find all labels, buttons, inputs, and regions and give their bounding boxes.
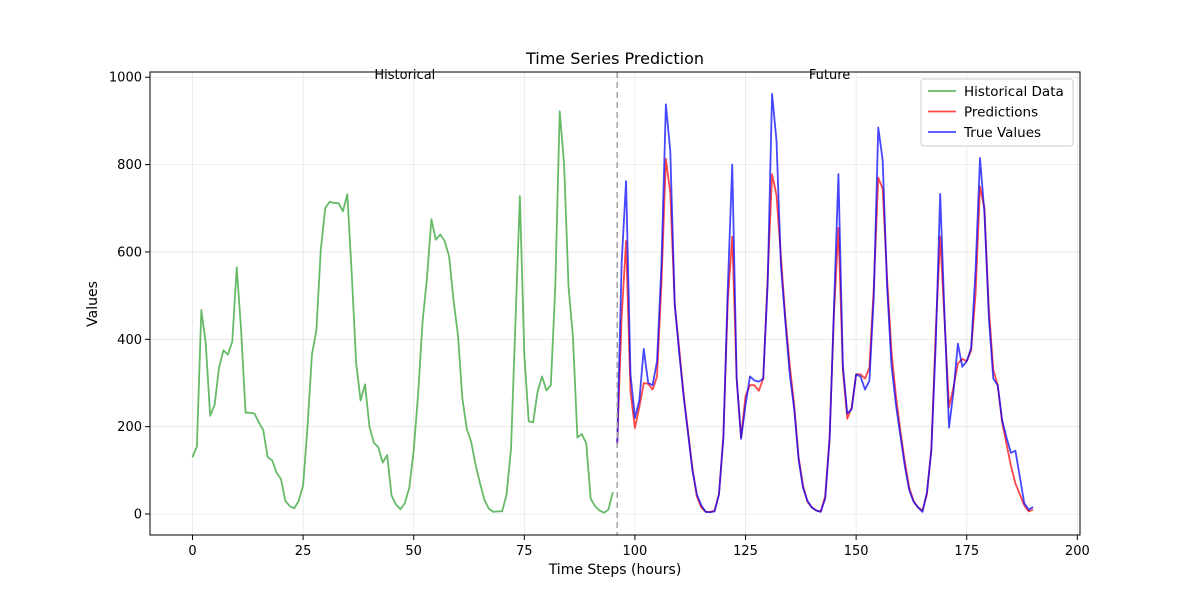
- y-axis-label: Values: [85, 281, 101, 327]
- y-axis: 0 200 400 600 800 1000: [109, 71, 150, 523]
- legend-label: True Values: [963, 125, 1041, 141]
- grid: [150, 72, 1080, 535]
- chart-title: Time Series Prediction: [525, 49, 704, 68]
- x-tick-label: 175: [954, 544, 979, 559]
- y-tick-label: 1000: [109, 71, 142, 86]
- y-tick-label: 0: [134, 508, 142, 523]
- x-tick-label: 0: [188, 544, 196, 559]
- x-axis: 0 25 50 75 100 125 150 175 200: [188, 535, 1090, 559]
- x-tick-label: 25: [295, 544, 312, 559]
- y-tick-label: 600: [117, 245, 142, 260]
- legend-box: [920, 78, 1074, 147]
- x-tick-label: 125: [733, 544, 758, 559]
- x-tick-label: 150: [844, 544, 869, 559]
- region-label: Future: [809, 68, 850, 83]
- series-lines: [191, 92, 1034, 514]
- x-axis-label: Time Steps (hours): [548, 562, 682, 578]
- region-label: Historical: [374, 68, 435, 83]
- series-line-0: [191, 110, 614, 514]
- plot-area-frame: [149, 71, 1081, 536]
- y-tick-label: 800: [117, 158, 142, 173]
- y-tick-label: 400: [117, 333, 142, 348]
- x-tick-label: 100: [622, 544, 647, 559]
- series-line-2: [616, 92, 1034, 514]
- x-tick-label: 75: [516, 544, 533, 559]
- region-labels: Historical Future: [374, 68, 850, 83]
- legend-label: Historical Data: [964, 84, 1064, 100]
- legend-label: Predictions: [964, 105, 1038, 121]
- legend: Historical Data Predictions True Values: [920, 78, 1074, 147]
- x-tick-label: 50: [405, 544, 422, 559]
- y-tick-label: 200: [117, 420, 142, 435]
- x-tick-label: 200: [1065, 544, 1090, 559]
